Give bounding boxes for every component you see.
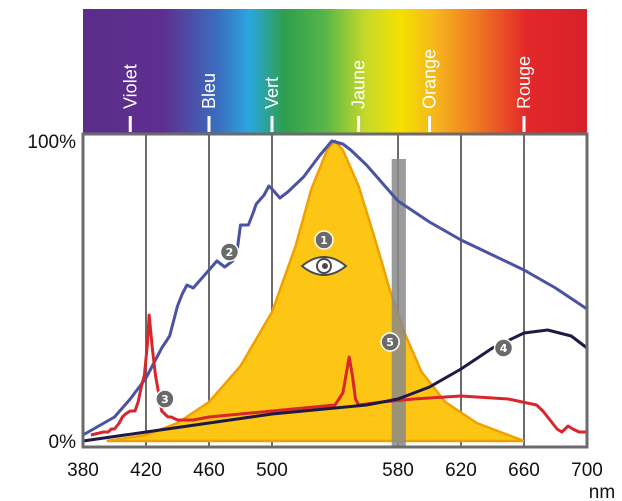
band-label-bleu: Bleu bbox=[199, 73, 219, 109]
x-tick-label-700: 700 bbox=[571, 460, 603, 481]
series-marker-1 bbox=[314, 230, 334, 250]
series-layer bbox=[82, 139, 588, 447]
series-marker-label-2: 2 bbox=[226, 246, 234, 259]
x-tick-label-620: 620 bbox=[445, 460, 477, 481]
x-tick-label-380: 380 bbox=[67, 460, 99, 481]
series-1-area bbox=[106, 139, 525, 443]
series-3-line bbox=[90, 313, 587, 437]
series-2-line bbox=[82, 139, 588, 437]
series-marker-label-1: 1 bbox=[320, 234, 328, 247]
plot-frame bbox=[81, 132, 589, 449]
band-label-rouge: Rouge bbox=[514, 56, 534, 109]
x-tick-label-580: 580 bbox=[382, 460, 414, 481]
band-label-orange: Orange bbox=[420, 49, 440, 109]
series-marker-5 bbox=[380, 332, 400, 352]
series-marker-label-3: 3 bbox=[161, 393, 169, 406]
x-tick-label-420: 420 bbox=[130, 460, 162, 481]
band-label-violet: Violet bbox=[120, 64, 140, 109]
plot-grid bbox=[145, 134, 525, 447]
series-5-band bbox=[391, 159, 406, 447]
band-label-jaune: Jaune bbox=[349, 60, 369, 109]
spectrum-band-labels: Violet Bleu Vert Jaune Orange Rouge bbox=[120, 49, 534, 132]
x-tick-label-460: 460 bbox=[193, 460, 225, 481]
x-tick-label-500: 500 bbox=[256, 460, 288, 481]
color-spectrum-bar bbox=[83, 9, 587, 134]
y-tick-label-100: 100% bbox=[27, 132, 76, 153]
series-marker-4 bbox=[493, 338, 514, 358]
series-marker-label-5: 5 bbox=[386, 336, 394, 349]
axis-labels: 380 420 460 500 580 620 660 700 100% 0% bbox=[27, 132, 602, 481]
series-marker-label-4: 4 bbox=[500, 342, 508, 355]
series-markers: 1 2 3 4 5 bbox=[155, 230, 514, 409]
x-tick-label-660: 660 bbox=[508, 460, 540, 481]
series-marker-2 bbox=[219, 242, 240, 262]
series-4-line bbox=[82, 328, 588, 443]
band-label-vert: Vert bbox=[262, 77, 282, 109]
series-marker-3 bbox=[155, 389, 175, 409]
x-unit-label: nm bbox=[589, 482, 615, 501]
y-tick-label-0: 0% bbox=[49, 432, 77, 453]
eye-icon bbox=[300, 256, 348, 276]
